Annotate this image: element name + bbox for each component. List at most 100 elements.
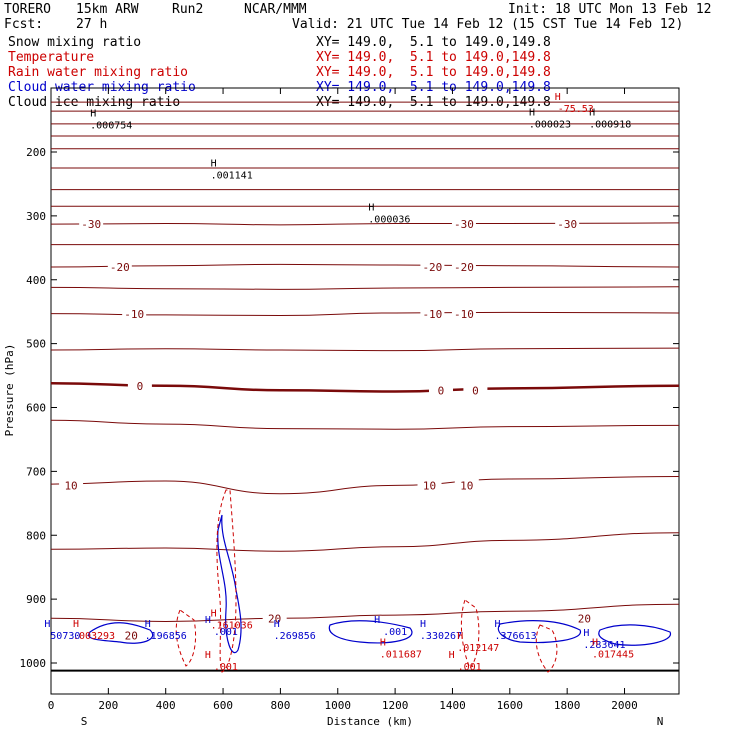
temperature-label: 20 [578,612,591,625]
hydrometeor-contours [88,489,671,673]
maximum-marker: H [592,637,598,648]
maximum-label: .001 [383,627,407,638]
temperature-label-bg [454,478,479,491]
x-tick-label: 600 [213,699,233,712]
maximum-marker: H [211,158,217,169]
temperature-contour-m5 [50,347,680,352]
temperature-label: 20 [268,612,281,625]
x-tick-label: 0 [48,699,55,712]
x-tick-label: 1400 [439,699,466,712]
maximum-marker: H [495,619,501,630]
temperature-label-bg [79,217,104,230]
maximum-label: .283641 [583,640,625,651]
maximum-label: .000918 [589,119,631,130]
maximum-marker: H [449,650,455,661]
maximum-marker: H [145,619,151,630]
maximum-marker: H [274,619,280,630]
temperature-label: -10 [422,308,442,321]
x-tick-label: 1600 [497,699,524,712]
maximum-label: .012147 [457,643,499,654]
temperature-label-bg [122,307,147,320]
temperature-label-bg [127,378,152,391]
temperature-label: -30 [81,218,101,231]
maximum-marker: H [211,609,217,620]
y-tick-label: 600 [26,402,46,415]
maximum-marker: H [90,109,96,120]
temperature-label: -20 [110,261,130,274]
maximum-label: .011687 [380,649,422,660]
x-tick-label: 1200 [382,699,409,712]
field-xy-temperature: XY= 149.0, 5.1 to 149.0,149.8 [316,50,551,65]
temperature-label-bg [107,259,132,272]
maximum-marker: H [205,615,211,626]
temperature-label: 10 [64,479,77,492]
temperature-label: 0 [438,384,445,397]
maximum-marker: H [420,619,426,630]
maximum-label: -75.53 [558,104,594,115]
temperature-label-bg [428,383,453,396]
temperature-contour-m20 [50,263,680,268]
field-name-snow: Snow mixing ratio [8,35,142,50]
temperature-label: 20 [125,630,138,643]
temperature-contour-0 [50,381,680,393]
field-name-temperature: Temperature [8,50,95,65]
temperature-label-bg [262,611,287,624]
maximum-label: .001141 [211,170,253,181]
temperature-label: -20 [454,261,474,274]
temperature-label: -10 [124,308,144,321]
header-fcst-label: Fcst: [4,17,44,32]
cloud-water-band-4 [598,624,671,646]
maximum-marker: H [529,107,535,118]
temperature-label: 10 [460,479,473,492]
maximum-label: .000754 [90,121,132,132]
maximum-label: .269856 [274,631,316,642]
y-tick-label: 400 [26,274,46,287]
temperature-contour-10 [50,475,680,495]
temperature-label-bg [420,307,445,320]
temperature-contour-20 [50,603,680,622]
x-tick-label: 800 [270,699,290,712]
maximum-label: .000036 [368,214,410,225]
x-axis-title: Distance (km) [327,715,413,728]
maximum-marker: H [589,107,595,118]
y-tick-label: 700 [26,465,46,478]
maximum-marker: H [583,628,589,639]
maximum-marker: H [374,615,380,626]
temperature-label-bg [420,259,445,272]
y-tick-label: 500 [26,338,46,351]
header-model: TORERO [4,2,51,17]
maximum-marker: H [380,637,386,648]
header-valid: Valid: 21 UTC Tue 14 Feb 12 (15 CST Tue … [292,17,684,32]
temperature-label-bg [417,478,442,491]
contour-labels: -30 -30 -30 -20 -20 -20 -10 -10 -10 0 0 0 10 10 10 20 20… [44,92,634,673]
rain-water-cell-3 [535,624,558,673]
temperature-label-bg [463,383,488,396]
maximum-label: .003293 [73,631,115,642]
temperature-label: -30 [454,218,474,231]
maximum-label: .376613 [494,631,536,642]
maximum-label: .001 [458,662,482,673]
temperature-contour-m10 [50,311,680,317]
temperature-label: -10 [454,308,474,321]
temperature-label-bg [572,611,597,624]
temperature-label: -20 [422,261,442,274]
temperature-contour-m15 [50,286,680,290]
temperature-contour-m30 [50,222,680,226]
temperature-contours [50,101,680,672]
header-center: NCAR/MMM [244,2,307,17]
x-tick-label: 200 [98,699,118,712]
x-tick-label: 1800 [554,699,581,712]
maximum-label: .001 [214,662,238,673]
temperature-label-bg [451,259,476,272]
temperature-label-bg [451,307,476,320]
temperature-label-bg [451,217,476,230]
maximum-marker: H [73,619,79,630]
x-tick-label: 1000 [325,699,352,712]
temperature-contour-15 [50,532,680,552]
maximum-marker: H [555,92,561,103]
rain-water-cell-2 [460,599,480,669]
field-xy-snow: XY= 149.0, 5.1 to 149.0,149.8 [316,35,551,50]
temperature-label-bg [59,478,84,491]
temperature-label: 0 [472,384,479,397]
